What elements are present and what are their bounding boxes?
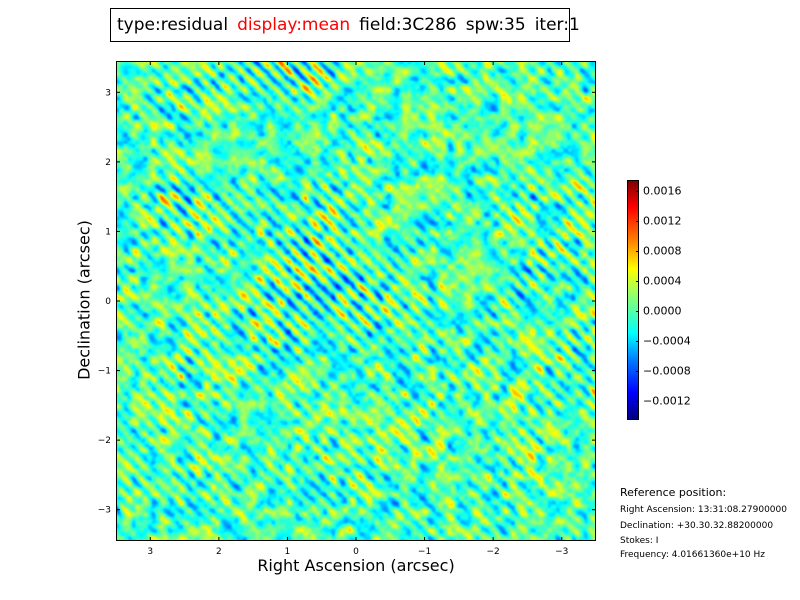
- y-tick-label: 0: [105, 297, 111, 307]
- x-tick-label: 1: [285, 547, 291, 557]
- title-type: type:residual: [117, 15, 229, 35]
- y-tick-label: 3: [105, 88, 111, 98]
- y-tick-label: 2: [105, 158, 111, 168]
- y-tick-label: −2: [98, 436, 111, 446]
- y-tick-label: 1: [105, 227, 111, 237]
- y-tick-label: −1: [98, 367, 111, 377]
- colorbar: [627, 180, 639, 420]
- reference-title: Reference position:: [620, 486, 727, 499]
- reference-dec: Declination: +30.30.32.88200000: [620, 521, 774, 531]
- colorbar-tick-mark: [636, 251, 639, 253]
- x-axis-label: Right Ascension (arcsec): [257, 556, 455, 575]
- colorbar-tick-mark: [636, 281, 639, 283]
- x-tick-label: −1: [418, 547, 431, 557]
- reference-frequency: Frequency: 4.01661360e+10 Hz: [620, 550, 766, 560]
- colorbar-tick-mark: [636, 221, 639, 223]
- colorbar-tick-label: 0.0004: [643, 274, 682, 288]
- title-display: display:mean: [237, 15, 351, 35]
- colorbar-tick-mark: [636, 401, 639, 403]
- colorbar-tick-label: 0.0016: [643, 184, 682, 198]
- colorbar-tick-mark: [636, 311, 639, 313]
- colorbar-tick-label: −0.0012: [643, 394, 691, 408]
- y-axis-label: Declination (arcsec): [74, 220, 94, 380]
- x-tick-label: 2: [216, 547, 222, 557]
- colorbar-tick-label: −0.0008: [643, 364, 691, 378]
- colorbar-tick-label: 0.0008: [643, 244, 682, 258]
- x-tick-label: 0: [353, 547, 359, 557]
- x-tick-label: 3: [147, 547, 153, 557]
- residual-heatmap[interactable]: [117, 62, 595, 540]
- colorbar-tick-label: 0.0000: [643, 304, 682, 318]
- colorbar-tick-label: 0.0012: [643, 214, 682, 228]
- title-iter: iter:1: [534, 15, 580, 35]
- title-spw: spw:35: [465, 15, 526, 35]
- colorbar-tick-label: −0.0004: [643, 334, 691, 348]
- x-tick-label: −3: [555, 547, 568, 557]
- colorbar-tick-mark: [636, 371, 639, 373]
- reference-ra: Right Ascension: 13:31:08.27900000: [620, 505, 787, 515]
- colorbar-tick-mark: [636, 341, 639, 343]
- x-tick-label: −2: [487, 547, 500, 557]
- y-tick-label: −3: [98, 506, 111, 516]
- colorbar-tick-mark: [636, 191, 639, 193]
- plot-title-box: type:residual display:mean field:3C286 s…: [110, 8, 580, 42]
- reference-stokes: Stokes: I: [620, 536, 659, 546]
- title-field: field:3C286: [359, 15, 457, 35]
